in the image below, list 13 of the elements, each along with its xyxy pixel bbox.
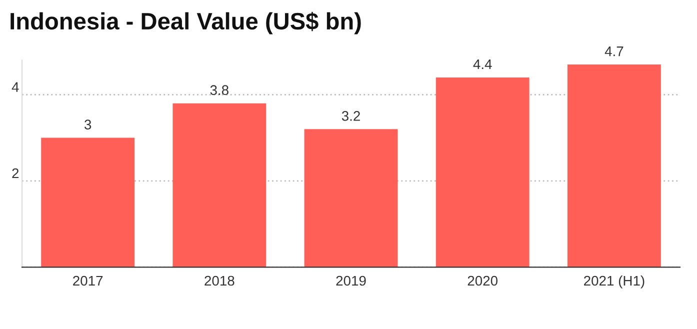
y-tick-label: 2 xyxy=(12,168,19,178)
x-tick-label: 2021 (H1) xyxy=(584,275,644,288)
x-tick-label: 2018 xyxy=(204,276,234,286)
x-tick-label: 2020 xyxy=(468,276,498,286)
x-tick-label: 2019 xyxy=(336,276,366,286)
data-label: 4.4 xyxy=(473,59,492,70)
x-tick-label: 2017 xyxy=(73,276,103,286)
data-label: 3.2 xyxy=(342,111,360,121)
data-label: 4.7 xyxy=(604,46,624,56)
chart-title: Indonesia - Deal Value (US$ bn) xyxy=(10,12,361,34)
data-label: 3.8 xyxy=(210,85,228,96)
data-label: 3 xyxy=(84,120,92,130)
y-tick-label: 4 xyxy=(12,82,19,92)
